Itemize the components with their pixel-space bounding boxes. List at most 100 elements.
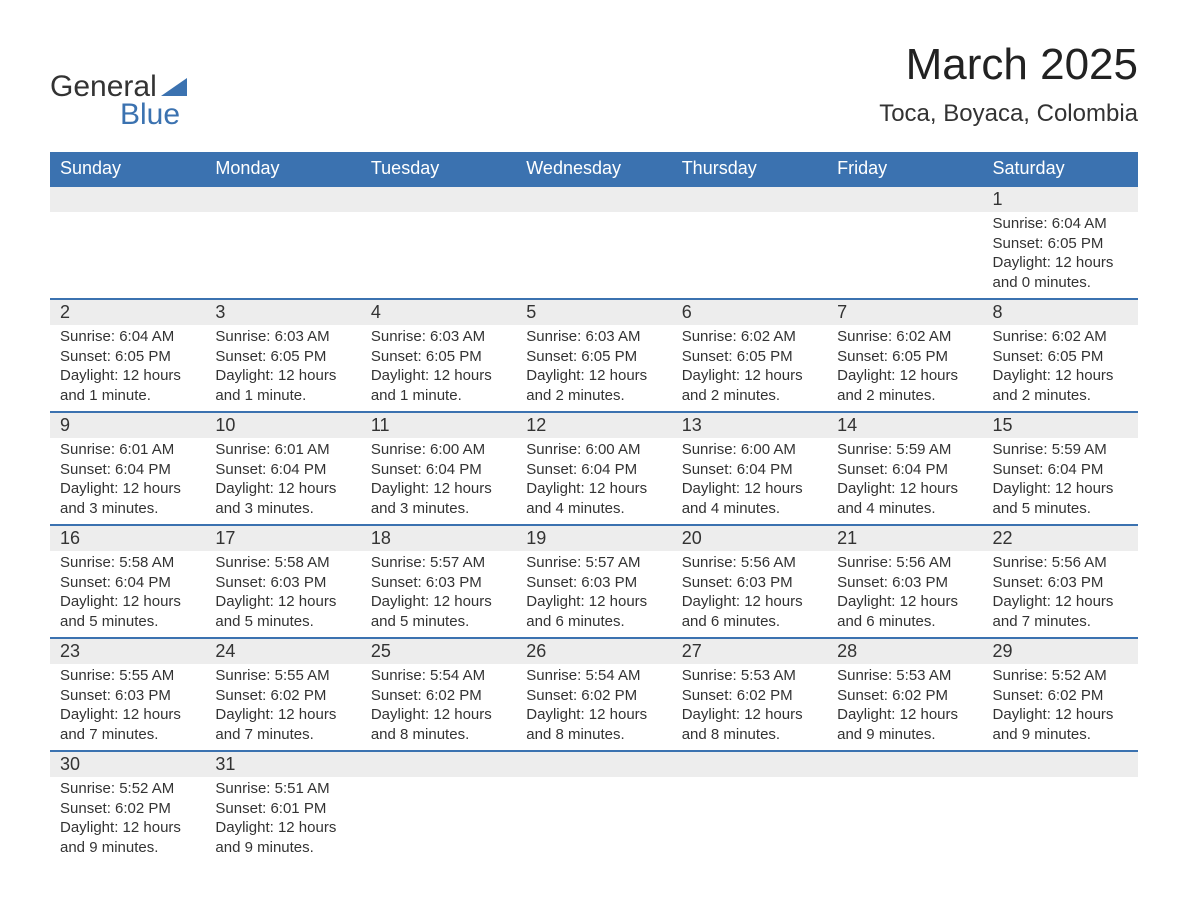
daylight-text: Daylight: 12 hours: [60, 479, 195, 499]
daylight-text: Daylight: 12 hours: [371, 366, 506, 386]
day-number-band: [361, 750, 516, 777]
day-body: Sunrise: 5:52 AMSunset: 6:02 PMDaylight:…: [50, 777, 205, 863]
day-body: Sunrise: 5:57 AMSunset: 6:03 PMDaylight:…: [361, 551, 516, 637]
day-number-band: 7: [827, 298, 982, 325]
sunrise-text: Sunrise: 6:00 AM: [371, 440, 506, 460]
daylight-text-cont: and 5 minutes.: [993, 499, 1128, 519]
sunrise-text: Sunrise: 5:54 AM: [526, 666, 661, 686]
day-body: Sunrise: 6:00 AMSunset: 6:04 PMDaylight:…: [516, 438, 671, 524]
daylight-text-cont: and 6 minutes.: [526, 612, 661, 632]
daylight-text: Daylight: 12 hours: [682, 479, 817, 499]
sunset-text: Sunset: 6:04 PM: [526, 460, 661, 480]
day-number-band: 8: [983, 298, 1138, 325]
sunset-text: Sunset: 6:05 PM: [60, 347, 195, 367]
daylight-text: Daylight: 12 hours: [993, 253, 1128, 273]
day-number-band: 23: [50, 637, 205, 664]
daylight-text-cont: and 1 minute.: [60, 386, 195, 406]
day-body: Sunrise: 5:56 AMSunset: 6:03 PMDaylight:…: [983, 551, 1138, 637]
daylight-text: Daylight: 12 hours: [371, 479, 506, 499]
daylight-text: Daylight: 12 hours: [993, 366, 1128, 386]
sunset-text: Sunset: 6:03 PM: [60, 686, 195, 706]
sunrise-text: Sunrise: 5:54 AM: [371, 666, 506, 686]
daylight-text-cont: and 9 minutes.: [837, 725, 972, 745]
day-number-band: 2: [50, 298, 205, 325]
day-number-band: 9: [50, 411, 205, 438]
daylight-text: Daylight: 12 hours: [215, 366, 350, 386]
day-number-band: [50, 185, 205, 212]
daylight-text: Daylight: 12 hours: [526, 705, 661, 725]
sunrise-text: Sunrise: 5:58 AM: [60, 553, 195, 573]
daylight-text-cont: and 2 minutes.: [682, 386, 817, 406]
sunrise-text: Sunrise: 6:00 AM: [682, 440, 817, 460]
day-number-band: 21: [827, 524, 982, 551]
sunset-text: Sunset: 6:03 PM: [993, 573, 1128, 593]
daylight-text-cont: and 5 minutes.: [371, 612, 506, 632]
day-body: Sunrise: 6:03 AMSunset: 6:05 PMDaylight:…: [205, 325, 360, 411]
sunrise-text: Sunrise: 5:59 AM: [993, 440, 1128, 460]
calendar-day-cell: 21Sunrise: 5:56 AMSunset: 6:03 PMDayligh…: [827, 524, 982, 637]
calendar-day-cell: 7Sunrise: 6:02 AMSunset: 6:05 PMDaylight…: [827, 298, 982, 411]
day-body: Sunrise: 6:03 AMSunset: 6:05 PMDaylight:…: [361, 325, 516, 411]
day-body: Sunrise: 5:56 AMSunset: 6:03 PMDaylight:…: [827, 551, 982, 637]
day-body: Sunrise: 6:03 AMSunset: 6:05 PMDaylight:…: [516, 325, 671, 411]
calendar-day-cell: 26Sunrise: 5:54 AMSunset: 6:02 PMDayligh…: [516, 637, 671, 750]
daylight-text: Daylight: 12 hours: [993, 479, 1128, 499]
day-number-band: 28: [827, 637, 982, 664]
daylight-text-cont: and 0 minutes.: [993, 273, 1128, 293]
calendar-day-cell: 13Sunrise: 6:00 AMSunset: 6:04 PMDayligh…: [672, 411, 827, 524]
day-body: Sunrise: 6:04 AMSunset: 6:05 PMDaylight:…: [50, 325, 205, 411]
sunset-text: Sunset: 6:02 PM: [60, 799, 195, 819]
daylight-text: Daylight: 12 hours: [371, 705, 506, 725]
calendar-week-row: 2Sunrise: 6:04 AMSunset: 6:05 PMDaylight…: [50, 298, 1138, 411]
sunset-text: Sunset: 6:05 PM: [837, 347, 972, 367]
day-number-band: 3: [205, 298, 360, 325]
calendar-day-cell: 11Sunrise: 6:00 AMSunset: 6:04 PMDayligh…: [361, 411, 516, 524]
calendar-day-cell: 31Sunrise: 5:51 AMSunset: 6:01 PMDayligh…: [205, 750, 360, 863]
calendar-week-row: 30Sunrise: 5:52 AMSunset: 6:02 PMDayligh…: [50, 750, 1138, 863]
sunset-text: Sunset: 6:05 PM: [215, 347, 350, 367]
sunset-text: Sunset: 6:05 PM: [682, 347, 817, 367]
sunrise-text: Sunrise: 6:04 AM: [60, 327, 195, 347]
day-body: Sunrise: 5:55 AMSunset: 6:02 PMDaylight:…: [205, 664, 360, 750]
calendar-day-cell: 14Sunrise: 5:59 AMSunset: 6:04 PMDayligh…: [827, 411, 982, 524]
brand-logo: General Blue: [50, 40, 187, 132]
sunset-text: Sunset: 6:04 PM: [993, 460, 1128, 480]
calendar-day-cell: 28Sunrise: 5:53 AMSunset: 6:02 PMDayligh…: [827, 637, 982, 750]
daylight-text: Daylight: 12 hours: [682, 592, 817, 612]
sunset-text: Sunset: 6:05 PM: [993, 234, 1128, 254]
day-number-band: 24: [205, 637, 360, 664]
day-number-band: 5: [516, 298, 671, 325]
sunrise-text: Sunrise: 6:03 AM: [215, 327, 350, 347]
daylight-text-cont: and 3 minutes.: [215, 499, 350, 519]
daylight-text: Daylight: 12 hours: [526, 592, 661, 612]
sunset-text: Sunset: 6:03 PM: [526, 573, 661, 593]
daylight-text: Daylight: 12 hours: [993, 592, 1128, 612]
daylight-text: Daylight: 12 hours: [837, 479, 972, 499]
daylight-text-cont: and 7 minutes.: [60, 725, 195, 745]
sunrise-text: Sunrise: 5:51 AM: [215, 779, 350, 799]
calendar-empty-cell: [361, 750, 516, 863]
day-body: Sunrise: 6:00 AMSunset: 6:04 PMDaylight:…: [361, 438, 516, 524]
calendar-day-cell: 8Sunrise: 6:02 AMSunset: 6:05 PMDaylight…: [983, 298, 1138, 411]
day-number-band: 18: [361, 524, 516, 551]
calendar-day-cell: 19Sunrise: 5:57 AMSunset: 6:03 PMDayligh…: [516, 524, 671, 637]
sunset-text: Sunset: 6:02 PM: [993, 686, 1128, 706]
daylight-text: Daylight: 12 hours: [60, 818, 195, 838]
calendar-day-cell: 5Sunrise: 6:03 AMSunset: 6:05 PMDaylight…: [516, 298, 671, 411]
brand-sail-icon: [161, 78, 187, 96]
day-number-band: 10: [205, 411, 360, 438]
weekday-header: Tuesday: [361, 152, 516, 185]
calendar-empty-cell: [361, 185, 516, 298]
sunset-text: Sunset: 6:04 PM: [215, 460, 350, 480]
day-body: Sunrise: 6:01 AMSunset: 6:04 PMDaylight:…: [205, 438, 360, 524]
weekday-header: Sunday: [50, 152, 205, 185]
calendar-week-row: 16Sunrise: 5:58 AMSunset: 6:04 PMDayligh…: [50, 524, 1138, 637]
day-number-band: 16: [50, 524, 205, 551]
calendar-week-row: 1Sunrise: 6:04 AMSunset: 6:05 PMDaylight…: [50, 185, 1138, 298]
day-number-band: 26: [516, 637, 671, 664]
day-number-band: 25: [361, 637, 516, 664]
sunset-text: Sunset: 6:05 PM: [993, 347, 1128, 367]
sunrise-text: Sunrise: 6:00 AM: [526, 440, 661, 460]
calendar-table: SundayMondayTuesdayWednesdayThursdayFrid…: [50, 152, 1138, 863]
calendar-day-cell: 20Sunrise: 5:56 AMSunset: 6:03 PMDayligh…: [672, 524, 827, 637]
